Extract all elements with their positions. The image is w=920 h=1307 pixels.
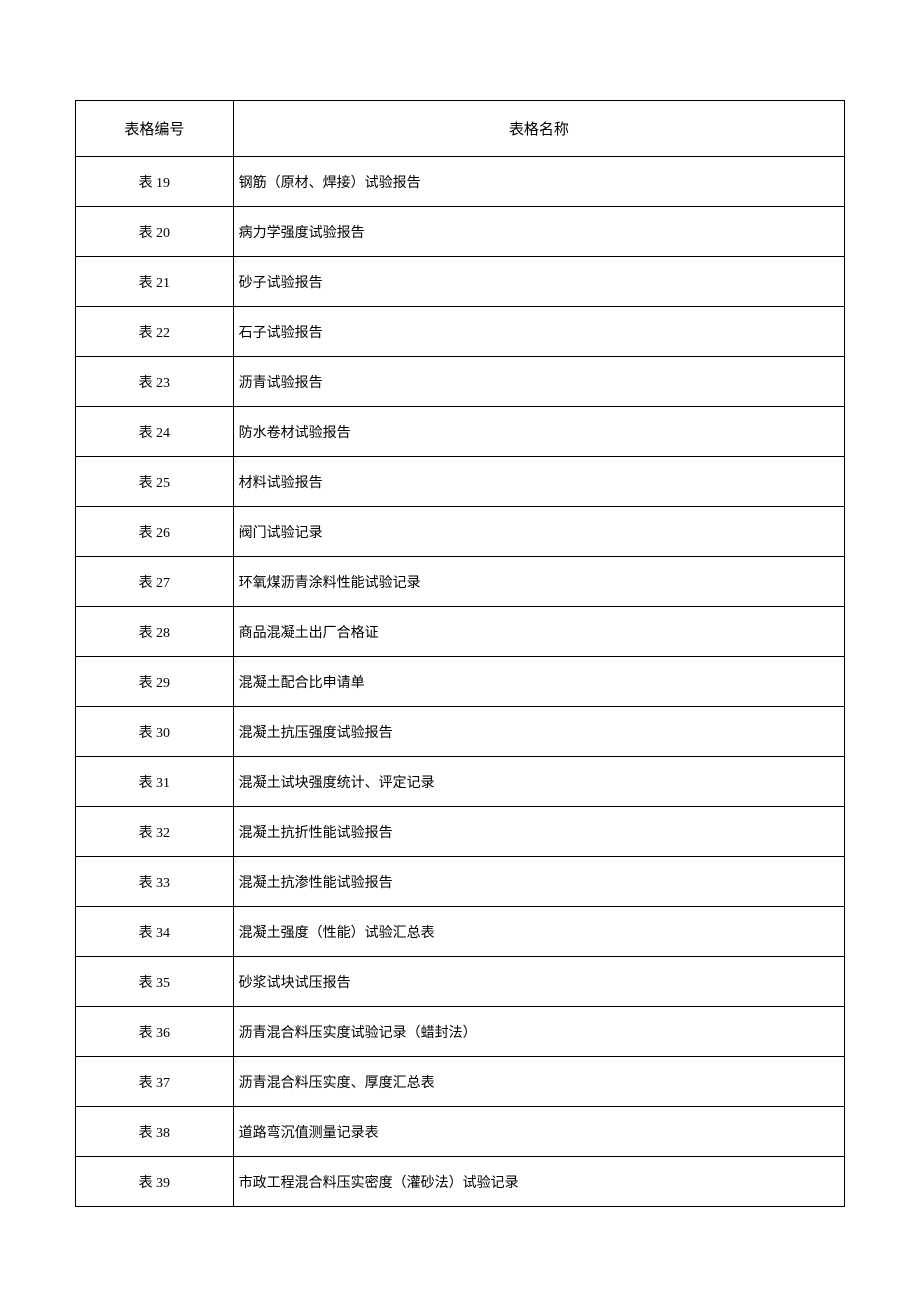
table-row: 表 38道路弯沉值测量记录表 <box>76 1107 845 1157</box>
cell-form-name: 混凝土抗折性能试验报告 <box>233 807 844 857</box>
table-row: 表 26阀门试验记录 <box>76 507 845 557</box>
cell-form-id: 表 33 <box>76 857 234 907</box>
cell-form-id: 表 21 <box>76 257 234 307</box>
cell-form-name: 沥青混合料压实度试验记录（蜡封法） <box>233 1007 844 1057</box>
cell-form-name: 砂浆试块试压报告 <box>233 957 844 1007</box>
cell-form-name: 沥青混合料压实度、厚度汇总表 <box>233 1057 844 1107</box>
table-row: 表 33混凝土抗渗性能试验报告 <box>76 857 845 907</box>
cell-form-id: 表 35 <box>76 957 234 1007</box>
table-row: 表 20病力学强度试验报告 <box>76 207 845 257</box>
cell-form-name: 道路弯沉值测量记录表 <box>233 1107 844 1157</box>
cell-form-id: 表 34 <box>76 907 234 957</box>
table-row: 表 34混凝土强度（性能）试验汇总表 <box>76 907 845 957</box>
cell-form-name: 砂子试验报告 <box>233 257 844 307</box>
table-header-row: 表格编号 表格名称 <box>76 101 845 157</box>
cell-form-id: 表 23 <box>76 357 234 407</box>
header-form-name: 表格名称 <box>233 101 844 157</box>
table-row: 表 29混凝土配合比申请单 <box>76 657 845 707</box>
cell-form-name: 混凝土试块强度统计、评定记录 <box>233 757 844 807</box>
cell-form-id: 表 36 <box>76 1007 234 1057</box>
cell-form-name: 材料试验报告 <box>233 457 844 507</box>
cell-form-id: 表 24 <box>76 407 234 457</box>
cell-form-id: 表 32 <box>76 807 234 857</box>
cell-form-name: 混凝土强度（性能）试验汇总表 <box>233 907 844 957</box>
table-body: 表 19钢筋（原材、焊接）试验报告表 20病力学强度试验报告表 21砂子试验报告… <box>76 157 845 1207</box>
table-row: 表 31混凝土试块强度统计、评定记录 <box>76 757 845 807</box>
cell-form-name: 防水卷材试验报告 <box>233 407 844 457</box>
cell-form-name: 钢筋（原材、焊接）试验报告 <box>233 157 844 207</box>
table-row: 表 35砂浆试块试压报告 <box>76 957 845 1007</box>
table-row: 表 32混凝土抗折性能试验报告 <box>76 807 845 857</box>
cell-form-name: 病力学强度试验报告 <box>233 207 844 257</box>
cell-form-id: 表 20 <box>76 207 234 257</box>
cell-form-id: 表 19 <box>76 157 234 207</box>
table-row: 表 22石子试验报告 <box>76 307 845 357</box>
table-row: 表 36沥青混合料压实度试验记录（蜡封法） <box>76 1007 845 1057</box>
cell-form-name: 混凝土配合比申请单 <box>233 657 844 707</box>
cell-form-name: 混凝土抗渗性能试验报告 <box>233 857 844 907</box>
cell-form-id: 表 25 <box>76 457 234 507</box>
cell-form-name: 商品混凝土出厂合格证 <box>233 607 844 657</box>
table-row: 表 37沥青混合料压实度、厚度汇总表 <box>76 1057 845 1107</box>
table-row: 表 23沥青试验报告 <box>76 357 845 407</box>
cell-form-id: 表 22 <box>76 307 234 357</box>
table-row: 表 30混凝土抗压强度试验报告 <box>76 707 845 757</box>
cell-form-id: 表 38 <box>76 1107 234 1157</box>
cell-form-id: 表 37 <box>76 1057 234 1107</box>
table-row: 表 25材料试验报告 <box>76 457 845 507</box>
table-row: 表 39市政工程混合料压实密度（灌砂法）试验记录 <box>76 1157 845 1207</box>
table-row: 表 19钢筋（原材、焊接）试验报告 <box>76 157 845 207</box>
cell-form-name: 环氧煤沥青涂料性能试验记录 <box>233 557 844 607</box>
table-row: 表 24防水卷材试验报告 <box>76 407 845 457</box>
table-row: 表 21砂子试验报告 <box>76 257 845 307</box>
cell-form-id: 表 28 <box>76 607 234 657</box>
cell-form-id: 表 29 <box>76 657 234 707</box>
cell-form-name: 混凝土抗压强度试验报告 <box>233 707 844 757</box>
cell-form-name: 石子试验报告 <box>233 307 844 357</box>
cell-form-name: 阀门试验记录 <box>233 507 844 557</box>
header-form-id: 表格编号 <box>76 101 234 157</box>
table-row: 表 28商品混凝土出厂合格证 <box>76 607 845 657</box>
table-row: 表 27环氧煤沥青涂料性能试验记录 <box>76 557 845 607</box>
cell-form-name: 沥青试验报告 <box>233 357 844 407</box>
cell-form-id: 表 31 <box>76 757 234 807</box>
cell-form-id: 表 30 <box>76 707 234 757</box>
forms-index-table: 表格编号 表格名称 表 19钢筋（原材、焊接）试验报告表 20病力学强度试验报告… <box>75 100 845 1207</box>
cell-form-id: 表 27 <box>76 557 234 607</box>
cell-form-id: 表 39 <box>76 1157 234 1207</box>
cell-form-name: 市政工程混合料压实密度（灌砂法）试验记录 <box>233 1157 844 1207</box>
cell-form-id: 表 26 <box>76 507 234 557</box>
